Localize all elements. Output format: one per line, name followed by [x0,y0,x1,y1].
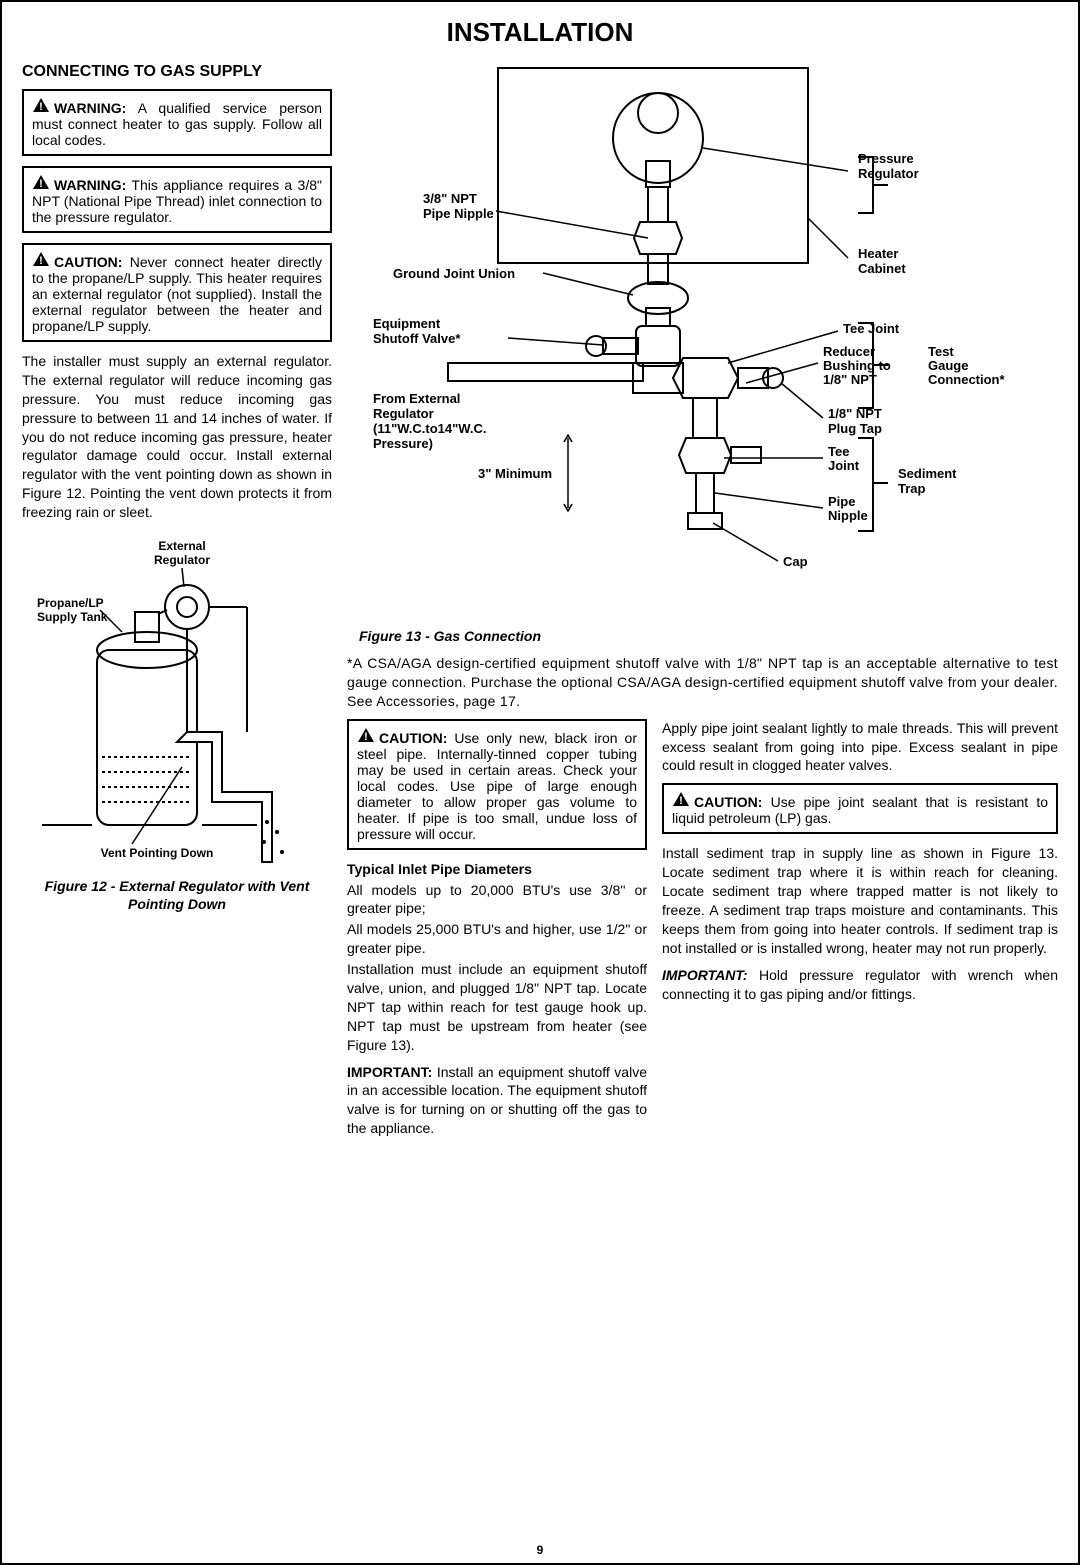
svg-text:Sediment: Sediment [898,466,957,481]
svg-text:Regulator: Regulator [858,166,919,181]
right-column: 3/8" NPT Pipe Nipple Ground Joint Union … [347,63,1058,1146]
svg-text:External: External [158,539,205,553]
svg-text:Cap: Cap [783,554,808,569]
caution-label: CAUTION: [694,794,762,810]
body-paragraph: IMPORTANT: Install an equipment shutoff … [347,1063,647,1139]
svg-text:Joint: Joint [828,458,860,473]
svg-text:Supply Tank: Supply Tank [37,610,108,624]
caution-box-3: ! CAUTION: Use pipe joint sealant that i… [662,783,1058,834]
caution-label: CAUTION: [54,254,122,270]
page-number: 9 [2,1543,1078,1557]
figure-12-caption: Figure 12 - External Regulator with Vent… [22,877,332,913]
figure-13-caption: Figure 13 - Gas Connection [359,628,1058,644]
svg-text:Heater: Heater [858,246,898,261]
warning-icon: ! [32,174,50,193]
body-paragraph: The installer must supply an external re… [22,352,332,522]
svg-text:Pressure): Pressure) [373,436,433,451]
body-paragraph: All models 25,000 BTU's and higher, use … [347,920,647,958]
svg-text:!: ! [679,795,683,807]
svg-text:Vent Pointing Down: Vent Pointing Down [101,846,214,860]
warning-box-1: ! WARNING: A qualified service person mu… [22,89,332,156]
body-paragraph: Apply pipe joint sealant lightly to male… [662,719,1058,776]
warning-label: WARNING: [54,177,126,193]
svg-text:!: ! [39,178,43,190]
svg-text:Tee: Tee [828,444,849,459]
body-paragraph: Install sediment trap in supply line as … [662,844,1058,957]
svg-text:Cabinet: Cabinet [858,261,906,276]
body-paragraph: All models up to 20,000 BTU's use 3/8'' … [347,881,647,919]
svg-text:Tee Joint: Tee Joint [843,321,900,336]
page-title: INSTALLATION [22,17,1058,48]
svg-text:1/8" NPT: 1/8" NPT [828,406,882,421]
svg-text:Equipment: Equipment [373,316,441,331]
fig12-label-tank: Propane/LP [37,596,104,610]
svg-text:Bushing to: Bushing to [823,358,891,373]
body-paragraph: IMPORTANT: Hold pressure regulator with … [662,966,1058,1004]
svg-text:Trap: Trap [898,481,926,496]
page-frame: INSTALLATION CONNECTING TO GAS SUPPLY ! … [0,0,1080,1565]
svg-text:!: ! [39,101,43,113]
warning-icon: ! [672,791,690,810]
left-column: CONNECTING TO GAS SUPPLY ! WARNING: A qu… [22,63,332,1146]
svg-text:Connection*: Connection* [928,372,1005,387]
figure-13: 3/8" NPT Pipe Nipple Ground Joint Union … [347,63,1058,644]
figure-12: Propane/LP Supply Tank External Regulato… [22,532,332,913]
svg-text:1/8" NPT: 1/8" NPT [823,372,877,387]
body-paragraph: Installation must include an equipment s… [347,960,647,1054]
figure-13-diagram: 3/8" NPT Pipe Nipple Ground Joint Union … [368,63,1038,623]
sub-column-right: Apply pipe joint sealant lightly to male… [662,719,1058,1146]
important-label: IMPORTANT: [347,1064,432,1080]
important-label: IMPORTANT: [662,967,748,983]
section-heading: CONNECTING TO GAS SUPPLY [22,63,332,81]
main-columns: CONNECTING TO GAS SUPPLY ! WARNING: A qu… [22,63,1058,1146]
caution-label: CAUTION: [379,730,447,746]
svg-text:!: ! [39,255,43,267]
svg-text:From External: From External [373,391,460,406]
warning-icon: ! [32,251,50,270]
svg-text:(11"W.C.to14"W.C.: (11"W.C.to14"W.C. [373,421,486,436]
caution-text: Use only new, black iron or steel pipe. … [357,730,637,842]
svg-text:Pressure: Pressure [858,151,914,166]
warning-label: WARNING: [54,100,126,116]
warning-icon: ! [32,97,50,116]
svg-text:Test: Test [928,344,954,359]
svg-text:Pipe: Pipe [828,494,855,509]
svg-text:Shutoff Valve*: Shutoff Valve* [373,331,461,346]
svg-text:Regulator: Regulator [154,553,210,567]
caution-box-2: ! CAUTION: Use only new, black iron or s… [347,719,647,850]
svg-text:!: ! [364,731,368,743]
body-paragraph: *A CSA/AGA design-certified equipment sh… [347,654,1058,711]
figure-12-diagram: Propane/LP Supply Tank External Regulato… [32,532,322,872]
warning-icon: ! [357,727,375,746]
svg-text:3/8" NPT: 3/8" NPT [423,191,477,206]
svg-text:Gauge: Gauge [928,358,968,373]
svg-text:Pipe Nipple: Pipe Nipple [423,206,494,221]
warning-box-2: ! WARNING: This appliance requires a 3/8… [22,166,332,233]
sub-column-left: ! CAUTION: Use only new, black iron or s… [347,719,647,1146]
svg-text:Ground Joint Union: Ground Joint Union [393,266,515,281]
svg-text:Regulator: Regulator [373,406,434,421]
sub-columns: ! CAUTION: Use only new, black iron or s… [347,719,1058,1146]
caution-box-1: ! CAUTION: Never connect heater directly… [22,243,332,342]
svg-text:3" Minimum: 3" Minimum [478,466,552,481]
svg-text:Plug Tap: Plug Tap [828,421,882,436]
svg-text:Nipple: Nipple [828,508,868,523]
svg-text:Reducer: Reducer [823,344,875,359]
subhead: Typical Inlet Pipe Diameters [347,861,532,877]
